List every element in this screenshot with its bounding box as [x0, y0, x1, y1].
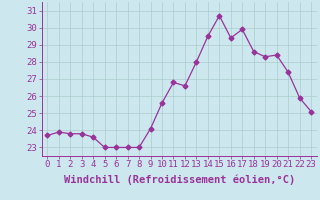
X-axis label: Windchill (Refroidissement éolien,°C): Windchill (Refroidissement éolien,°C) — [64, 175, 295, 185]
